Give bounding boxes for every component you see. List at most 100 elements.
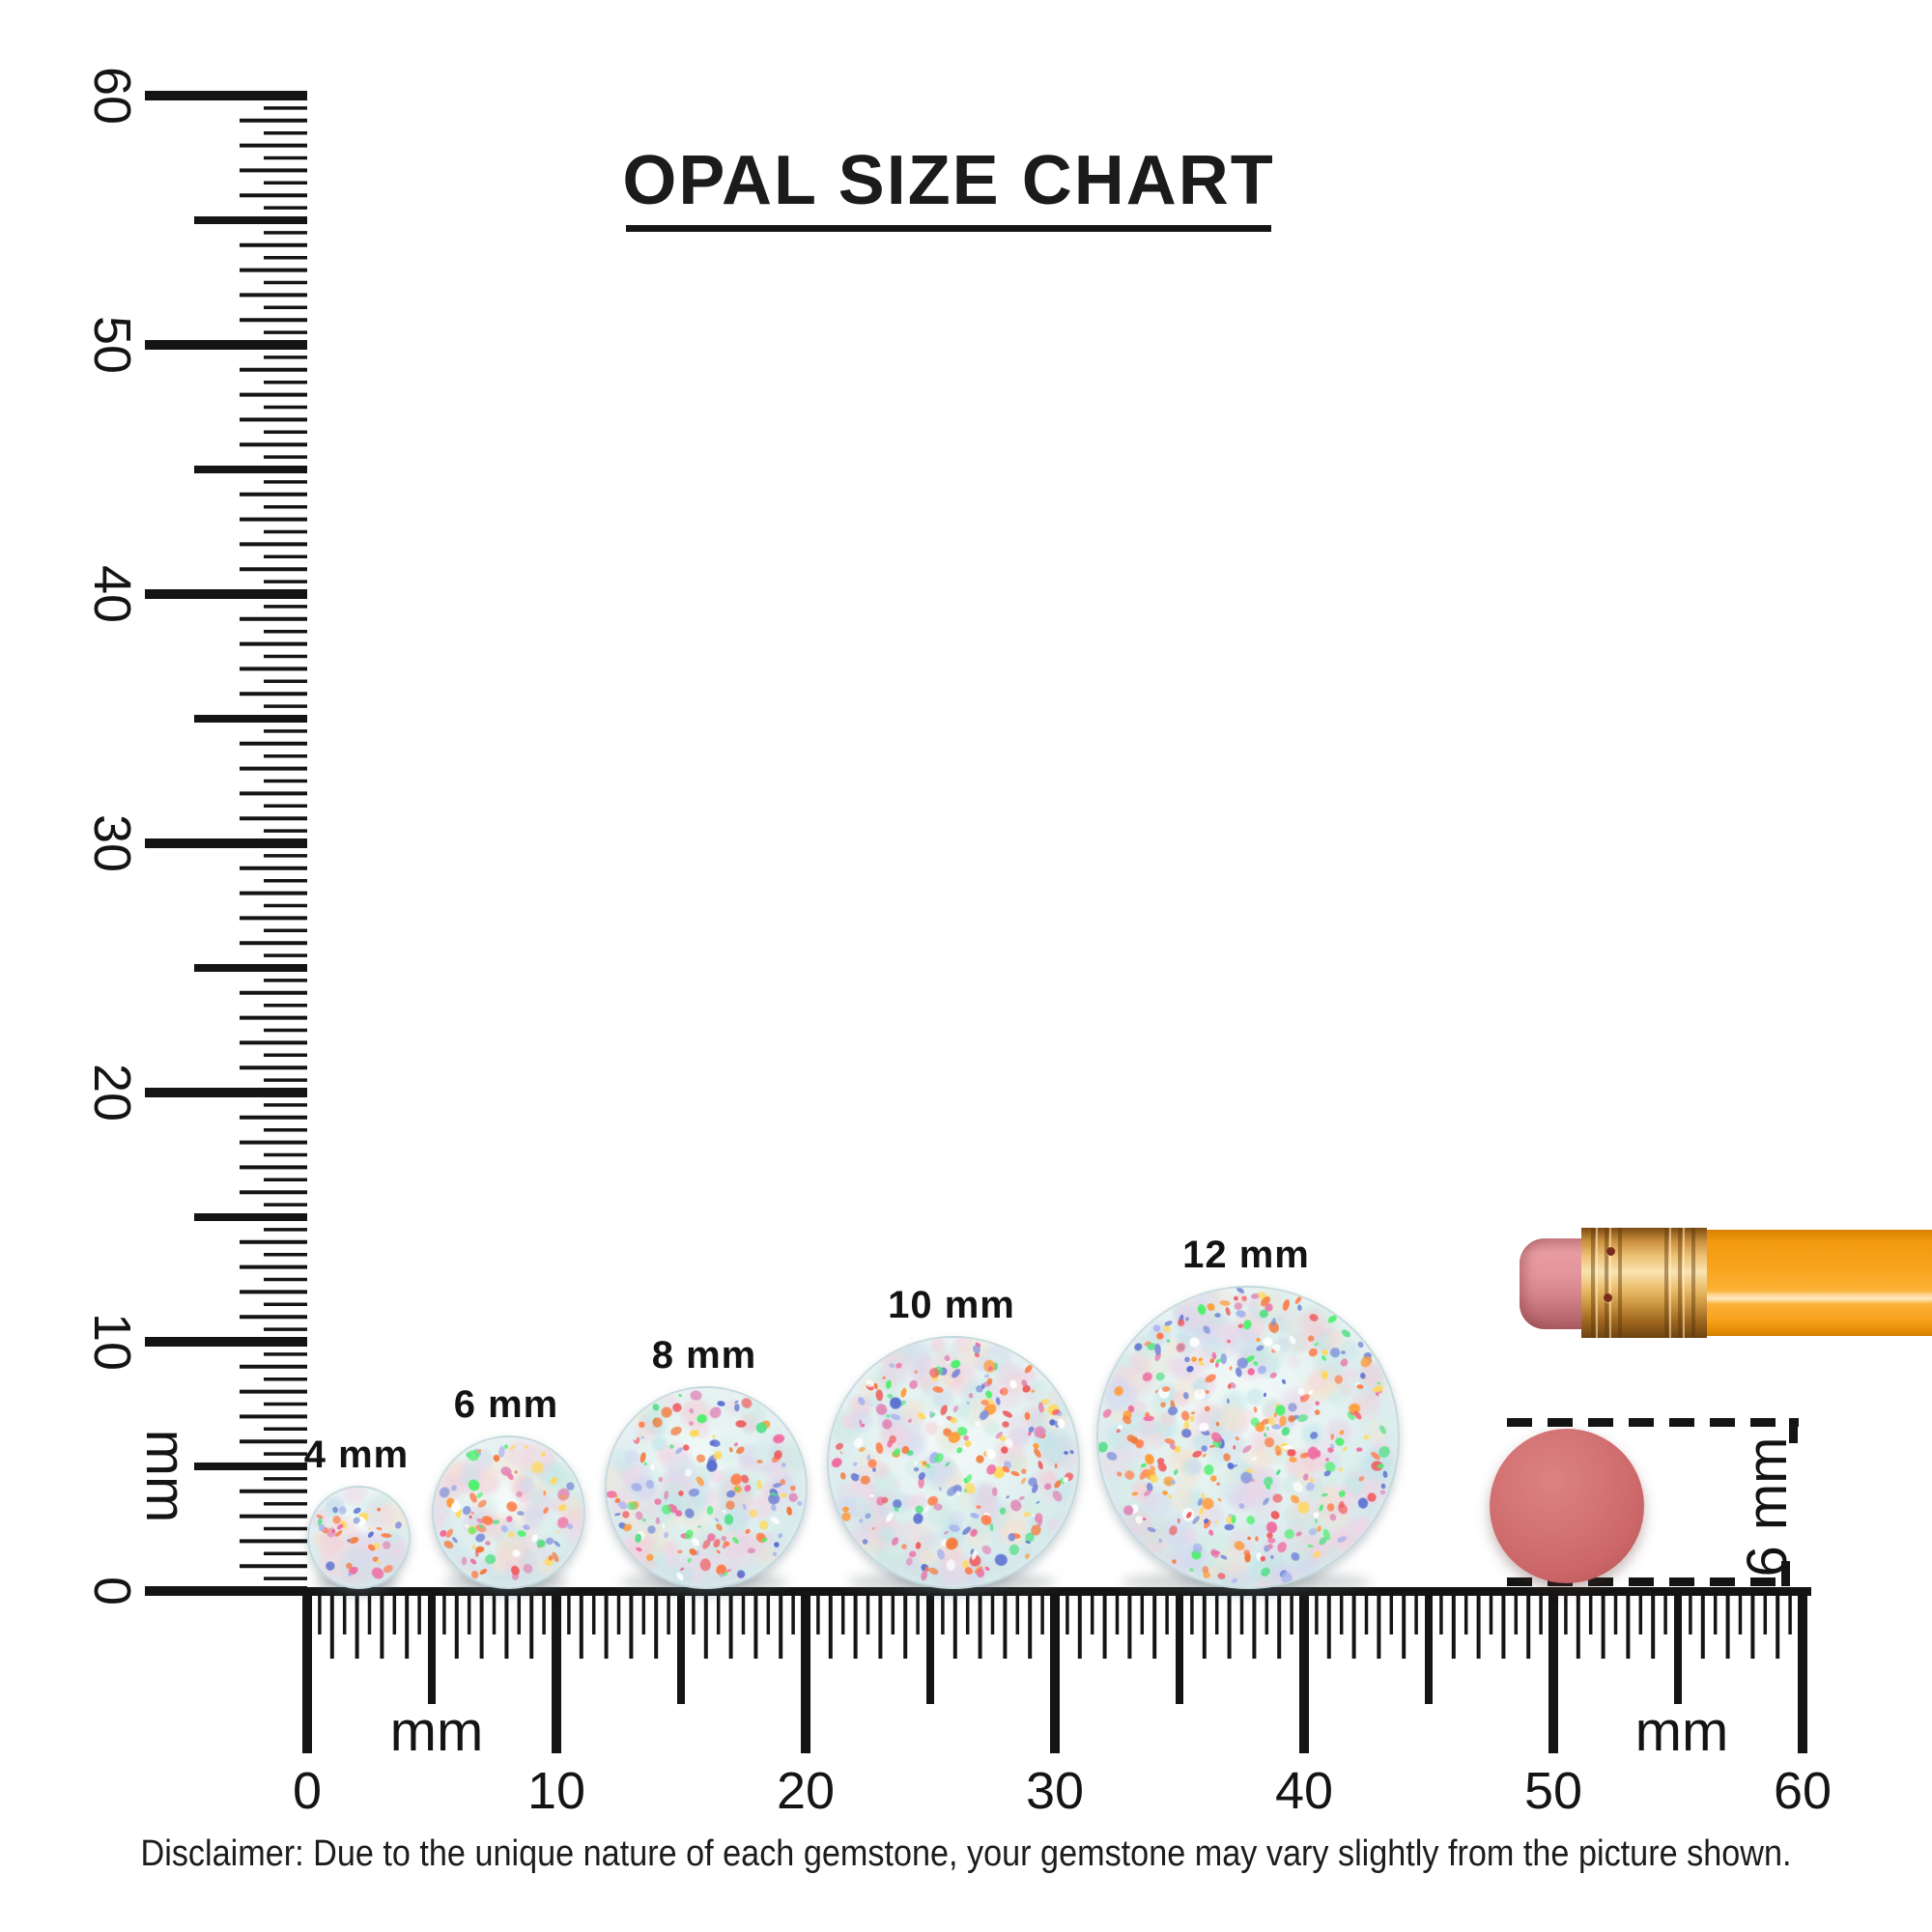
opal-fleck [676, 1548, 683, 1554]
opal-fleck [1340, 1350, 1346, 1354]
opal-fleck [734, 1419, 747, 1429]
pencil-body [1707, 1230, 1932, 1336]
opal-fleck [1280, 1571, 1293, 1585]
vertical-ruler-number: 0 [83, 1577, 141, 1605]
opal-fleck [1271, 1343, 1281, 1352]
opal-fleck [1325, 1502, 1335, 1512]
opal-fleck [1367, 1492, 1378, 1503]
opal-fleck [649, 1463, 655, 1471]
opal-fleck [1230, 1514, 1236, 1524]
opal-fleck [688, 1420, 695, 1426]
opal-fleck [779, 1478, 785, 1486]
opal-4mm [306, 1486, 411, 1589]
opal-fleck [967, 1392, 974, 1399]
ferrule-ridge-highlight [1683, 1228, 1685, 1338]
opal-fleck [974, 1454, 984, 1464]
horizontal-ruler-number: 40 [1275, 1762, 1333, 1820]
vertical-ruler: 0 10 20 30 40 50 60 mm [83, 67, 307, 1605]
opal-label-8mm: 8 mm [651, 1334, 757, 1377]
vertical-ruler-number: 50 [83, 316, 141, 374]
opal-fleck [1314, 1518, 1318, 1524]
ruler-unit-label: mm [1635, 1700, 1729, 1763]
opal-fleck [668, 1424, 684, 1437]
ferrule-ridge [1618, 1228, 1622, 1338]
opal-fleck [1229, 1365, 1233, 1371]
opal-fleck [1320, 1370, 1328, 1380]
disclaimer-text: Disclaimer: Due to the unique nature of … [140, 1833, 1792, 1874]
horizontal-ruler: 0 10 20 30 40 50 60 mm mm [293, 1587, 1832, 1820]
opal-fleck [1215, 1481, 1221, 1487]
opal-fleck [623, 1446, 640, 1464]
opal-fleck [497, 1444, 506, 1458]
opal-fleck [1262, 1391, 1266, 1397]
opal-fleck [1227, 1382, 1232, 1389]
opal-fleck [511, 1548, 521, 1558]
vertical-ruler-number: 60 [83, 67, 141, 125]
opal-fleck [796, 1499, 804, 1507]
opal-fleck [838, 1450, 843, 1456]
opal-fleck [991, 1486, 998, 1496]
vertical-ruler-number: 20 [83, 1064, 141, 1122]
opal-fleck [696, 1524, 702, 1528]
opal-fleck [1020, 1467, 1028, 1476]
opal-fleck [1314, 1408, 1322, 1417]
opal-fleck [1141, 1518, 1148, 1521]
vertical-ruler-number: 30 [83, 814, 141, 872]
vertical-ruler-number: 10 [83, 1313, 141, 1371]
opal-fleck [559, 1493, 566, 1500]
ferrule-ridge-highlight [1609, 1228, 1611, 1338]
horizontal-ruler-number: 20 [777, 1762, 835, 1820]
opal-fleck [1233, 1295, 1238, 1302]
opal-6mm [431, 1435, 585, 1589]
opal-fleck [503, 1443, 509, 1450]
opal-fleck [1053, 1463, 1058, 1469]
opal-label-10mm: 10 mm [888, 1284, 1015, 1326]
measure-line-endcap-bottom [1781, 1561, 1790, 1586]
opal-fleck [829, 1455, 844, 1470]
ferrule-ridge [1691, 1228, 1695, 1338]
opal-fleck [999, 1389, 1003, 1394]
measure-line-bottom [1507, 1577, 1791, 1586]
horizontal-ruler-number: 10 [527, 1762, 585, 1820]
opal-fleck [1306, 1445, 1320, 1461]
opal-label-6mm: 6 mm [453, 1383, 559, 1426]
opal-10mm [827, 1336, 1080, 1589]
opal-8mm [605, 1386, 808, 1589]
opal-fleck [1355, 1446, 1363, 1453]
eraser-dot [1490, 1429, 1644, 1583]
opal-fleck [889, 1397, 902, 1409]
measure-line-top [1507, 1418, 1799, 1427]
opal-fleck [698, 1557, 712, 1572]
horizontal-ruler-number: 60 [1774, 1762, 1832, 1820]
opal-fleck [724, 1513, 734, 1525]
opal-fleck [1362, 1433, 1370, 1441]
opal-fleck [1161, 1385, 1171, 1393]
eraser-dot-size-label: 6 mm [1736, 1436, 1799, 1577]
opal-fleck [889, 1434, 897, 1443]
opal-fleck [874, 1388, 884, 1402]
ferrule-ridge-highlight [1669, 1228, 1671, 1338]
opal-fleck [1280, 1378, 1287, 1385]
opal-fleck [1002, 1421, 1009, 1428]
ferrule-ridge-highlight [1596, 1228, 1598, 1338]
opal-fleck [524, 1444, 529, 1449]
ferrule-crimp-dot [1604, 1293, 1612, 1302]
horizontal-ruler-number: 0 [293, 1762, 322, 1820]
opal-12mm [1096, 1286, 1400, 1589]
horizontal-ruler-number: 30 [1026, 1762, 1084, 1820]
opal-fleck [1020, 1476, 1028, 1486]
opal-fleck [975, 1504, 981, 1509]
vertical-ruler-number: 40 [83, 565, 141, 623]
ferrule-ridge [1678, 1228, 1682, 1338]
ferrule-crimp-dot [1606, 1247, 1615, 1256]
ruler-unit-label: mm [134, 1430, 197, 1523]
ruler-unit-label: mm [390, 1700, 484, 1763]
opal-fleck [696, 1412, 708, 1424]
opal-label-4mm: 4 mm [303, 1434, 410, 1476]
opal-fleck [542, 1490, 547, 1495]
ferrule-ridge [1664, 1228, 1668, 1338]
opal-label-12mm: 12 mm [1182, 1234, 1310, 1276]
